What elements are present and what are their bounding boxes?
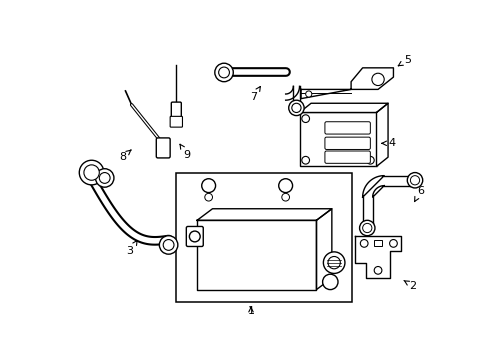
- Circle shape: [373, 266, 381, 274]
- Polygon shape: [362, 176, 384, 197]
- Circle shape: [189, 231, 200, 242]
- Text: 8: 8: [119, 150, 131, 162]
- Polygon shape: [197, 220, 316, 289]
- Text: 3: 3: [126, 240, 137, 256]
- Text: 2: 2: [403, 280, 415, 291]
- Circle shape: [159, 236, 178, 254]
- Circle shape: [163, 239, 174, 250]
- Circle shape: [323, 252, 344, 274]
- Bar: [299, 112, 376, 166]
- Circle shape: [79, 160, 104, 185]
- Circle shape: [205, 183, 211, 189]
- Text: 4: 4: [381, 138, 395, 148]
- FancyBboxPatch shape: [324, 151, 369, 163]
- Circle shape: [322, 274, 337, 289]
- FancyBboxPatch shape: [170, 116, 182, 127]
- Circle shape: [202, 179, 215, 193]
- FancyBboxPatch shape: [186, 226, 203, 247]
- Polygon shape: [376, 103, 387, 166]
- Circle shape: [282, 183, 288, 189]
- Circle shape: [99, 172, 110, 183]
- Circle shape: [327, 256, 340, 269]
- Polygon shape: [197, 209, 331, 220]
- Circle shape: [281, 181, 290, 190]
- Circle shape: [288, 100, 304, 116]
- Circle shape: [409, 176, 419, 185]
- Circle shape: [366, 156, 373, 164]
- Circle shape: [371, 73, 384, 86]
- Circle shape: [305, 91, 311, 97]
- Bar: [373, 239, 381, 246]
- Circle shape: [204, 193, 212, 201]
- Circle shape: [218, 67, 229, 78]
- Text: 7: 7: [249, 86, 260, 102]
- Polygon shape: [299, 103, 387, 112]
- Circle shape: [301, 156, 309, 164]
- Circle shape: [278, 179, 292, 193]
- FancyBboxPatch shape: [156, 138, 170, 158]
- Circle shape: [360, 239, 367, 247]
- Circle shape: [359, 220, 374, 236]
- Circle shape: [84, 165, 99, 180]
- Text: 5: 5: [397, 55, 410, 66]
- Circle shape: [95, 169, 114, 187]
- Circle shape: [214, 63, 233, 82]
- Bar: [176, 172, 351, 302]
- Text: 1: 1: [247, 306, 254, 316]
- Circle shape: [407, 172, 422, 188]
- Polygon shape: [354, 236, 400, 278]
- Text: 9: 9: [180, 144, 190, 160]
- Circle shape: [301, 115, 309, 122]
- Text: 6: 6: [414, 186, 423, 202]
- Circle shape: [291, 103, 301, 112]
- Circle shape: [281, 193, 289, 201]
- FancyBboxPatch shape: [324, 122, 369, 134]
- FancyBboxPatch shape: [324, 137, 369, 149]
- Polygon shape: [301, 68, 393, 99]
- Circle shape: [389, 239, 396, 247]
- FancyBboxPatch shape: [171, 102, 181, 118]
- Polygon shape: [316, 209, 331, 289]
- Polygon shape: [285, 86, 299, 100]
- Circle shape: [362, 223, 371, 233]
- Circle shape: [203, 181, 213, 190]
